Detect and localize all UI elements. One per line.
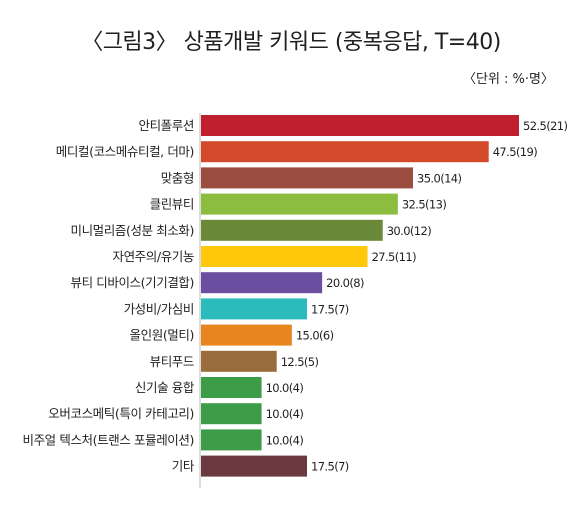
- category-label: 뷰티 디바이스(기기결합): [70, 275, 194, 290]
- value-label: 10.0(4): [266, 407, 304, 421]
- bar: [201, 219, 383, 241]
- value-label: 30.0(12): [387, 224, 432, 238]
- value-label: 52.5(21): [523, 119, 568, 133]
- bar: [201, 115, 519, 136]
- category-label: 오버코스메틱(특이 카테고리): [48, 406, 194, 421]
- bar: [201, 167, 413, 189]
- value-label: 15.0(6): [296, 329, 334, 343]
- bars-layer: 안티폴루션 52.5(21) 메디컬(코스메슈티컬, 더마) 47.5(19) 맞춤형 3…: [22, 115, 568, 477]
- bar: [201, 324, 292, 346]
- category-label: 맞춤형: [161, 170, 194, 185]
- value-label: 12.5(5): [281, 355, 319, 369]
- category-label: 가성비/가심비: [124, 301, 194, 316]
- value-label: 17.5(7): [311, 460, 349, 474]
- category-label: 클린뷰티: [150, 197, 194, 212]
- bar: [201, 403, 262, 425]
- bar: [201, 272, 323, 294]
- category-label: 메디컬(코스메슈티컬, 더마): [56, 144, 194, 159]
- value-label: 35.0(14): [417, 171, 462, 185]
- category-label: 안티폴루션: [138, 118, 194, 133]
- unit-note: 〈단위 : %·명〉: [462, 72, 554, 87]
- category-label: 미니멀리즘(성분 최소화): [70, 223, 194, 238]
- bar: [201, 377, 262, 398]
- bar: [201, 298, 307, 320]
- value-label: 17.5(7): [311, 302, 349, 316]
- category-label: 기타: [172, 459, 195, 474]
- bar: [201, 141, 489, 163]
- bar: [201, 429, 262, 451]
- value-label: 20.0(8): [326, 276, 364, 290]
- value-label: 47.5(19): [493, 145, 538, 159]
- category-label: 뷰티푸드: [150, 354, 194, 369]
- bar: [201, 246, 368, 267]
- category-label: 신기술 융합: [135, 380, 195, 395]
- value-label: 10.0(4): [266, 433, 304, 447]
- value-label: 27.5(11): [372, 250, 417, 264]
- value-label: 10.0(4): [266, 381, 304, 395]
- bar: [201, 193, 398, 215]
- bar: [201, 455, 307, 477]
- value-label: 32.5(13): [402, 198, 447, 212]
- category-label: 자연주의/유기농: [112, 249, 194, 264]
- category-label: 비주얼 텍스처(트랜스 포뮬레이션): [22, 432, 194, 447]
- bar: [201, 350, 277, 372]
- chart-title: 〈그림3〉 상품개발 키워드 (중복응답, T=40): [81, 30, 501, 55]
- category-label: 올인원(멀티): [130, 328, 194, 343]
